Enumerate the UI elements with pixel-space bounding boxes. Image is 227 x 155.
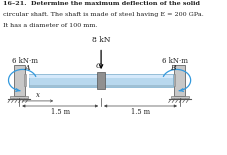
Text: 1.5 m: 1.5 m bbox=[130, 108, 149, 116]
Text: C: C bbox=[96, 62, 101, 70]
Text: It has a diameter of 100 mm.: It has a diameter of 100 mm. bbox=[3, 23, 97, 28]
Text: B: B bbox=[169, 64, 175, 72]
Bar bbox=[10, 95, 28, 98]
Bar bbox=[97, 72, 105, 89]
Bar bbox=[29, 75, 173, 78]
Text: x: x bbox=[35, 91, 39, 99]
Bar bbox=[173, 74, 175, 86]
Text: 16–21.  Determine the maximum deflection of the solid: 16–21. Determine the maximum deflection … bbox=[3, 1, 199, 7]
Bar bbox=[170, 95, 188, 98]
Bar bbox=[14, 65, 25, 95]
Text: circular shaft. The shaft is made of steel having E = 200 GPa.: circular shaft. The shaft is made of ste… bbox=[3, 12, 202, 17]
Text: A: A bbox=[24, 64, 30, 72]
Bar bbox=[29, 74, 173, 87]
Text: 6 kN·m: 6 kN·m bbox=[161, 57, 187, 65]
Bar bbox=[29, 85, 173, 87]
Text: 6 kN·m: 6 kN·m bbox=[12, 57, 37, 65]
Text: 1.5 m: 1.5 m bbox=[50, 108, 69, 116]
Bar bbox=[24, 74, 26, 86]
Bar bbox=[174, 65, 185, 95]
Text: 8 kN: 8 kN bbox=[91, 36, 110, 44]
